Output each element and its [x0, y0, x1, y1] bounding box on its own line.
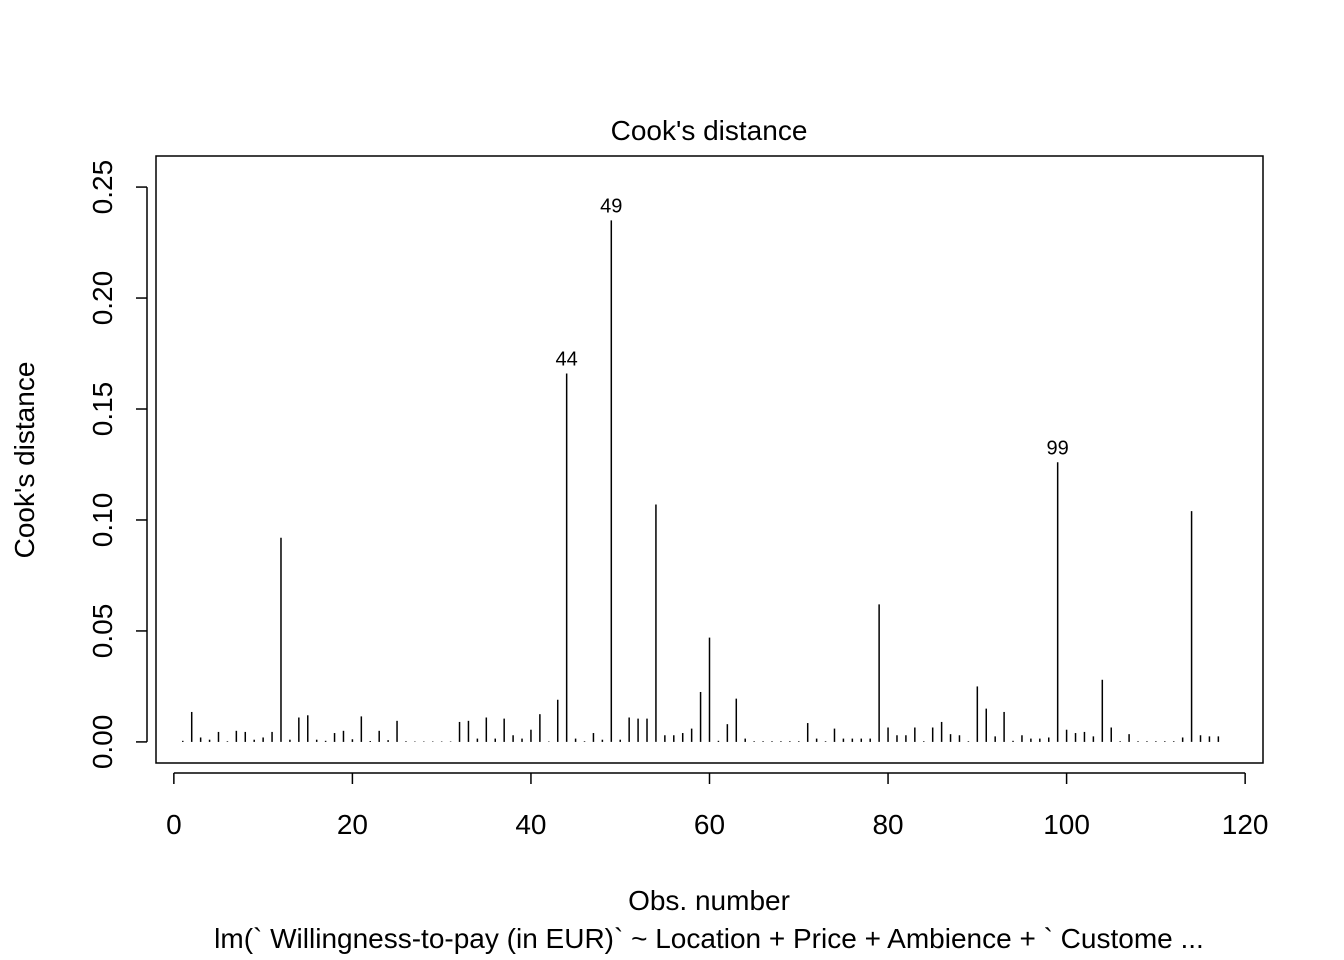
point-label-99: 99 [1047, 437, 1069, 459]
y-axis-label: Cook's distance [9, 362, 40, 559]
x-axis: 0 20 40 60 80 100 120 [166, 772, 1269, 840]
y-tick-label: 0.15 [87, 382, 118, 437]
point-labels-group: 44 49 99 [556, 195, 1069, 459]
point-label-49: 49 [600, 195, 622, 217]
x-tick-label: 40 [515, 809, 546, 840]
y-tick-label: 0.20 [87, 271, 118, 326]
bars-group [182, 220, 1220, 742]
y-axis: 0.00 0.05 0.10 0.15 0.20 0.25 [87, 160, 148, 770]
chart-title: Cook's distance [611, 115, 808, 146]
x-tick-label: 100 [1043, 809, 1090, 840]
y-tick-label: 0.10 [87, 493, 118, 548]
x-axis-label: Obs. number [628, 885, 790, 916]
model-formula-label: lm(` Willingness-to-pay (in EUR)` ~ Loca… [214, 923, 1204, 954]
y-tick-label: 0.25 [87, 160, 118, 215]
x-tick-label: 0 [166, 809, 182, 840]
x-tick-label: 60 [694, 809, 725, 840]
y-tick-label: 0.00 [87, 715, 118, 770]
x-tick-label: 120 [1222, 809, 1269, 840]
plot-frame [155, 155, 1264, 764]
y-tick-label: 0.05 [87, 604, 118, 659]
x-tick-label: 80 [872, 809, 903, 840]
x-tick-label: 20 [337, 809, 368, 840]
point-label-44: 44 [556, 348, 578, 370]
